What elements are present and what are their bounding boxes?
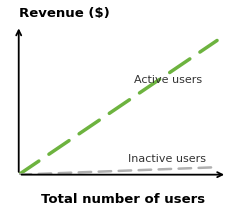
Text: Active users: Active users bbox=[134, 75, 202, 85]
Text: Total number of users: Total number of users bbox=[41, 193, 205, 206]
Text: Inactive users: Inactive users bbox=[128, 154, 206, 164]
Text: Revenue ($): Revenue ($) bbox=[19, 7, 110, 20]
